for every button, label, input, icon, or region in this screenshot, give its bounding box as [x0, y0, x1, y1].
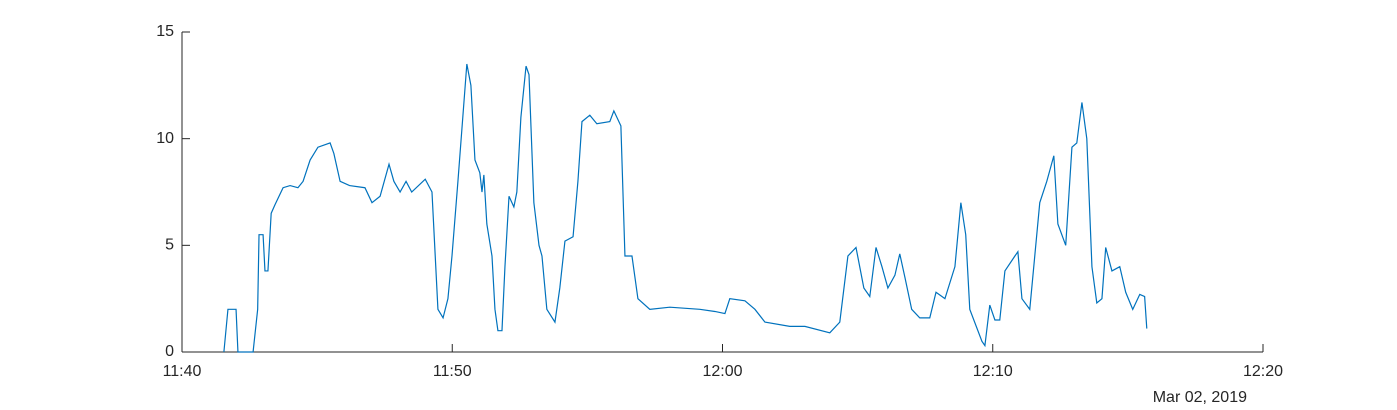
y-tick-label: 0 [165, 343, 174, 360]
date-label: Mar 02, 2019 [1153, 389, 1247, 406]
y-tick-label: 15 [156, 23, 174, 40]
x-tick-label: 11:50 [433, 363, 472, 380]
x-tick-label: 12:20 [1243, 363, 1283, 380]
y-tick-label: 5 [165, 237, 174, 254]
data-line [223, 63, 1148, 353]
x-tick-label: 12:00 [702, 363, 742, 380]
x-tick-label: 11:40 [163, 363, 202, 380]
x-tick-label: 12:10 [973, 363, 1013, 380]
y-tick-label: 10 [156, 130, 174, 147]
